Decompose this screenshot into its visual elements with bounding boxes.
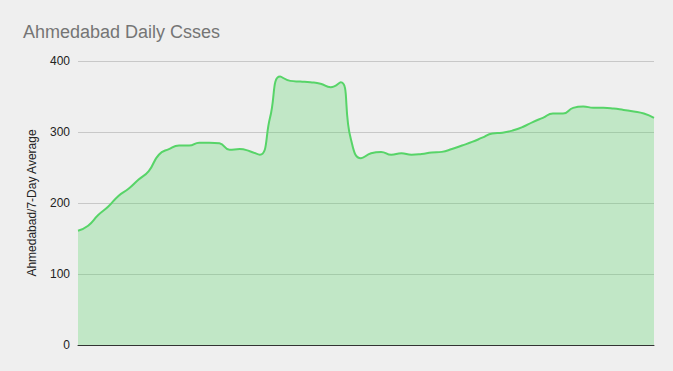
svg-text:200: 200 <box>50 196 70 210</box>
svg-text:400: 400 <box>50 54 70 68</box>
svg-text:Ahmedabad/7-Day Average: Ahmedabad/7-Day Average <box>25 129 39 277</box>
svg-text:300: 300 <box>50 125 70 139</box>
svg-text:100: 100 <box>50 267 70 281</box>
svg-text:0: 0 <box>63 338 70 352</box>
svg-text:Ahmedabad Daily Csses: Ahmedabad Daily Csses <box>23 22 220 42</box>
